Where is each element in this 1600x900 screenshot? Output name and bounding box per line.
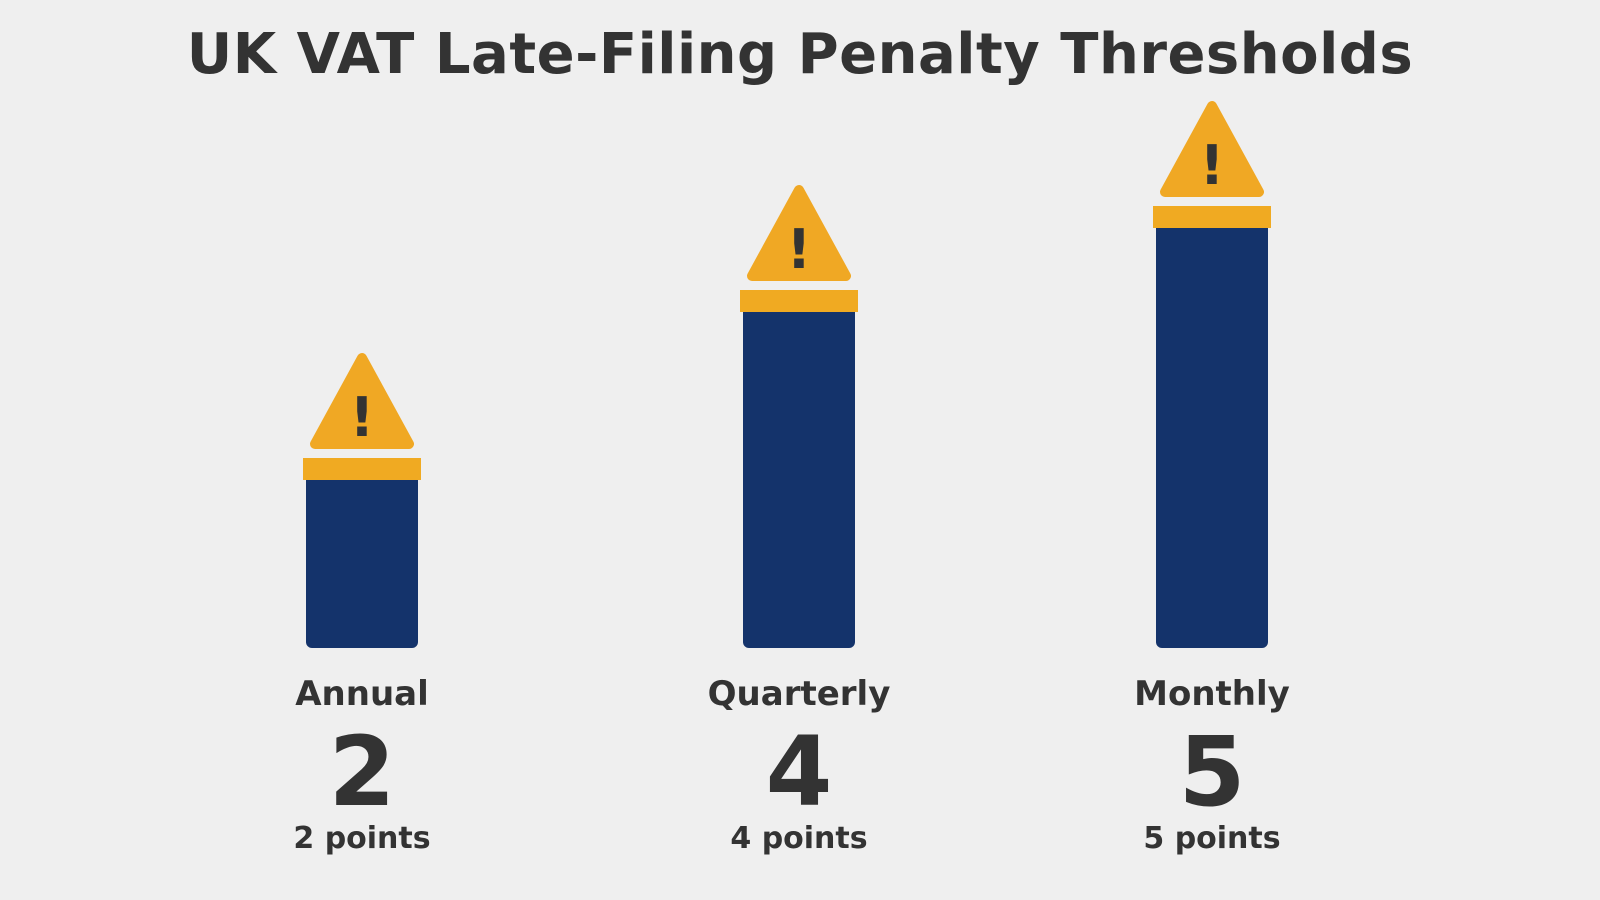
bar-cap-quarterly	[740, 290, 858, 312]
category-label: Quarterly	[708, 674, 891, 714]
warning-exclamation: !	[1200, 134, 1225, 197]
points-label: 5 points	[1143, 821, 1280, 856]
bar-annual	[306, 480, 418, 648]
bar-quarterly	[743, 312, 855, 648]
bar-cap-monthly	[1153, 206, 1271, 228]
bar-top-monthly	[1156, 228, 1268, 240]
bar-top-quarterly	[743, 312, 855, 324]
warning-triangle-icon: !	[310, 353, 414, 449]
value-label: 2	[329, 716, 396, 828]
bar-monthly	[1156, 228, 1268, 648]
warning-triangle-shape	[310, 353, 414, 449]
warning-triangle-icon: !	[1160, 101, 1264, 197]
category-label: Annual	[295, 674, 429, 714]
warning-triangle-icon: !	[747, 185, 851, 281]
chart-title: UK VAT Late-Filing Penalty Thresholds	[186, 22, 1414, 87]
bar-cap-annual	[303, 458, 421, 480]
value-label: 4	[766, 716, 833, 828]
category-label: Monthly	[1134, 674, 1290, 714]
warning-triangle-shape	[1160, 101, 1264, 197]
warning-triangle-shape	[747, 185, 851, 281]
bar-top-annual	[306, 480, 418, 492]
points-label: 2 points	[293, 821, 430, 856]
warning-exclamation: !	[350, 386, 375, 449]
value-label: 5	[1179, 716, 1246, 828]
points-label: 4 points	[730, 821, 867, 856]
warning-exclamation: !	[787, 218, 812, 281]
